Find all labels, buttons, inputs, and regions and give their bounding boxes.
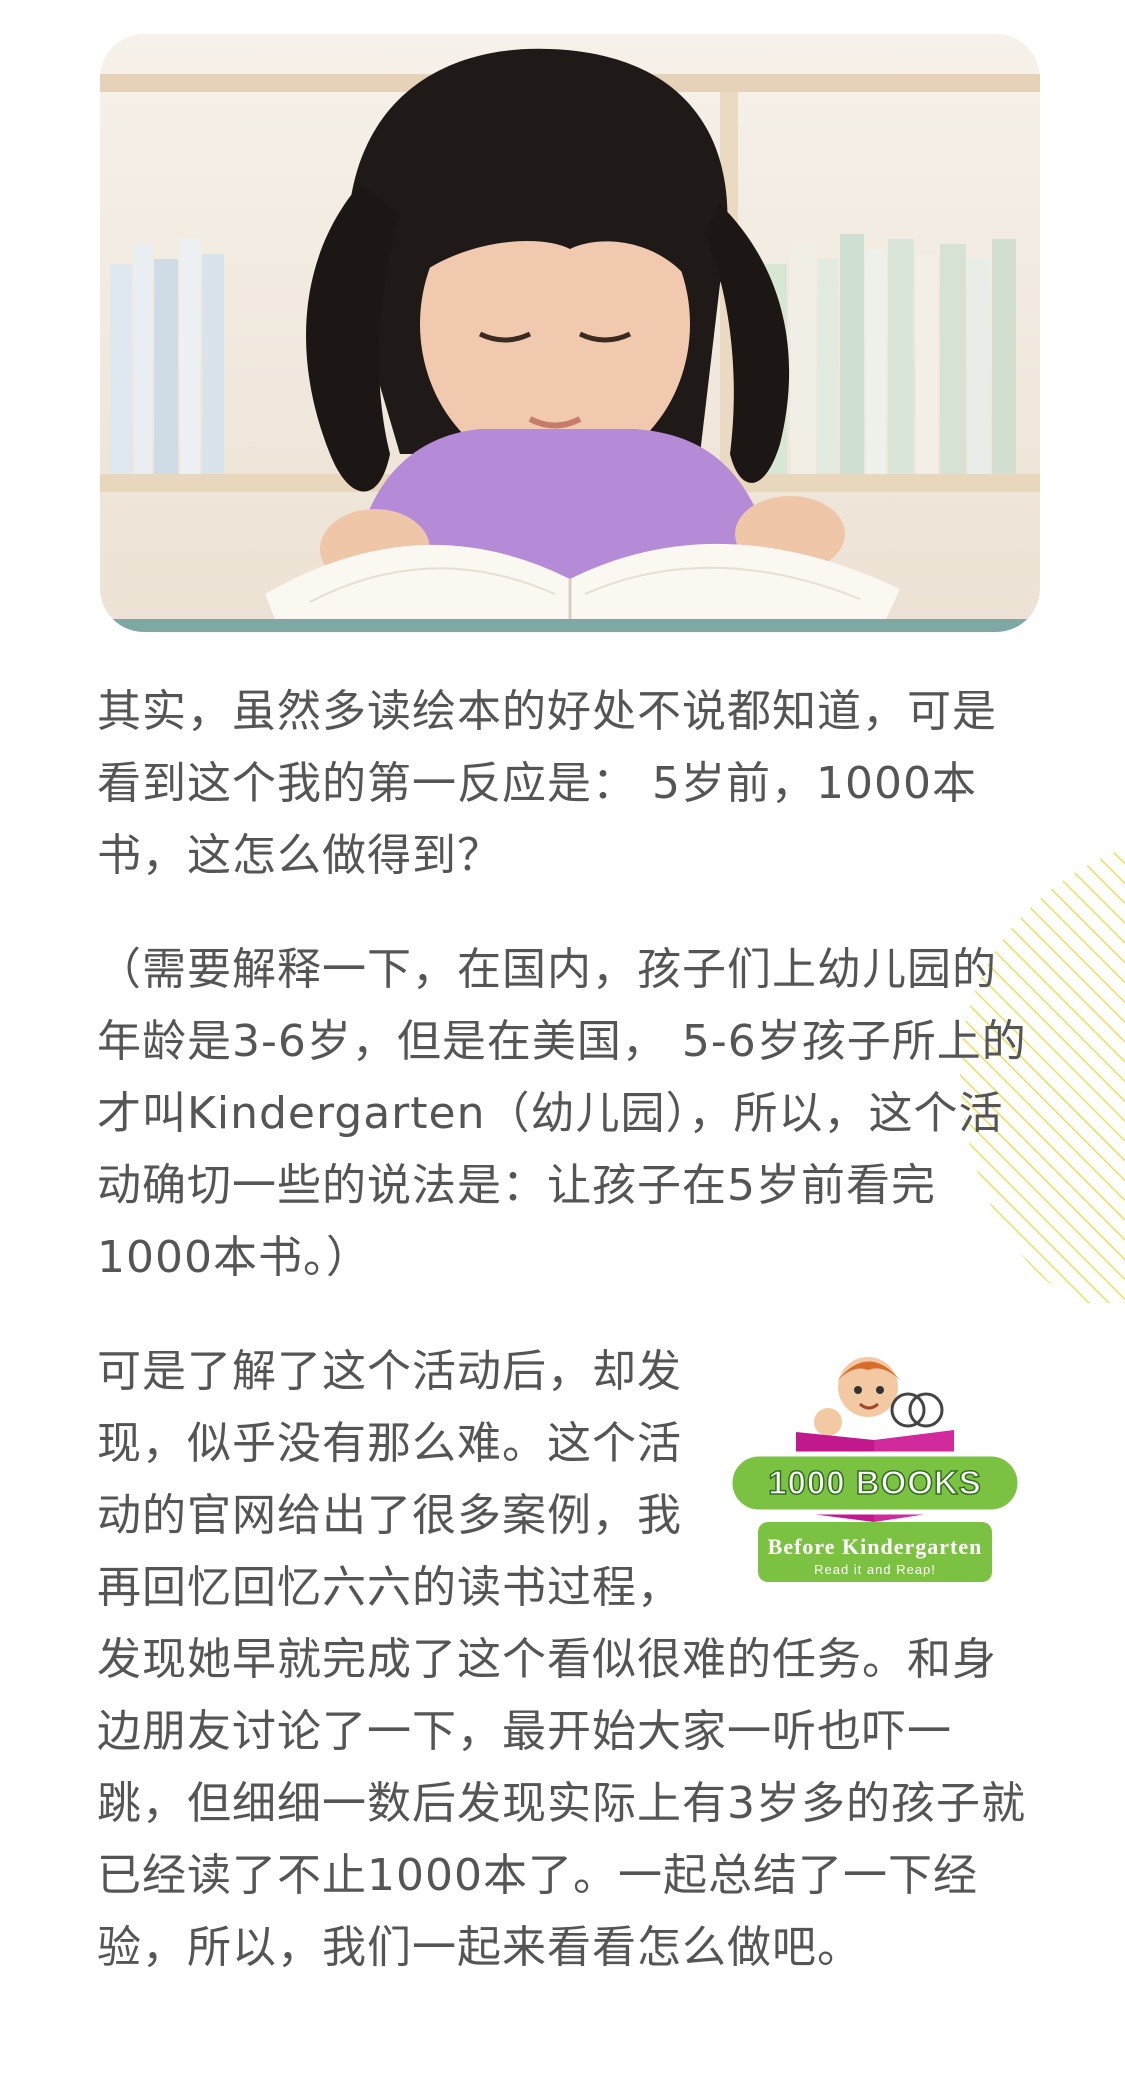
paragraph-explanation: （需要解释一下，在国内，孩子们上幼儿园的年龄是3-6岁，但是在美国， 5-6岁孩… [97, 944, 1027, 1283]
svg-text:1000 BOOKS: 1000 BOOKS [768, 1464, 982, 1501]
paragraph-intro: 其实，虽然多读绘本的好处不说都知道，可是看到这个我的第一反应是： 5岁前，100… [97, 686, 997, 881]
paragraph-conclusion-block: 1000 BOOKS Before Kindergarten Read it a… [97, 1336, 1032, 1984]
svg-text:Before Kindergarten: Before Kindergarten [768, 1534, 983, 1559]
1000-books-logo: 1000 BOOKS Before Kindergarten Read it a… [718, 1342, 1032, 1600]
hero-photo [100, 34, 1040, 632]
paragraph-conclusion: 可是了解了这个活动后，却发现，似乎没有那么难。这个活动的官网给出了很多案例，我再… [97, 1346, 1026, 1973]
decorative-stripes [930, 848, 1125, 1303]
svg-text:Read it and Reap!: Read it and Reap! [814, 1562, 936, 1577]
